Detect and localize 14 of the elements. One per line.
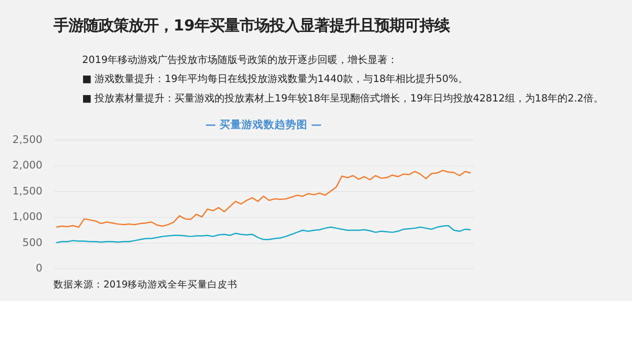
text: ■ 投放素材量提升：买量游戏的投放素材上19年较18年呈现翻倍式增长，19年日均投放42812组，为18年的2.2倍。 xyxy=(82,92,604,104)
chart-title: 手游随政策放开，19年买量市场投入显著提升且预期可持续 xyxy=(52,16,451,35)
line-series xyxy=(56,224,472,244)
chart-subtitle: — 买量游戏数趋势图 — xyxy=(205,118,322,132)
y-tick-label: 1,000 xyxy=(12,211,42,224)
text: ■ 游戏数量提升：19年平均每日在线投放游戏数量为1440款，与18年相比提升50%。 xyxy=(82,73,468,86)
source-note: 数据来源：2019移动游戏全年买量白皮书 xyxy=(53,278,238,290)
y-tick-label: 500 xyxy=(22,236,42,249)
text: 2019年移动游戏广告投放市场随版号政策的放开逐步回暖，增长显著： xyxy=(82,54,398,66)
y-tick-label: 2,500 xyxy=(12,134,42,146)
y-tick-label: 1,500 xyxy=(12,185,42,198)
y-tick-label: 0 xyxy=(36,262,42,275)
line-series xyxy=(56,170,472,228)
y-tick-label: 2,000 xyxy=(12,160,42,172)
